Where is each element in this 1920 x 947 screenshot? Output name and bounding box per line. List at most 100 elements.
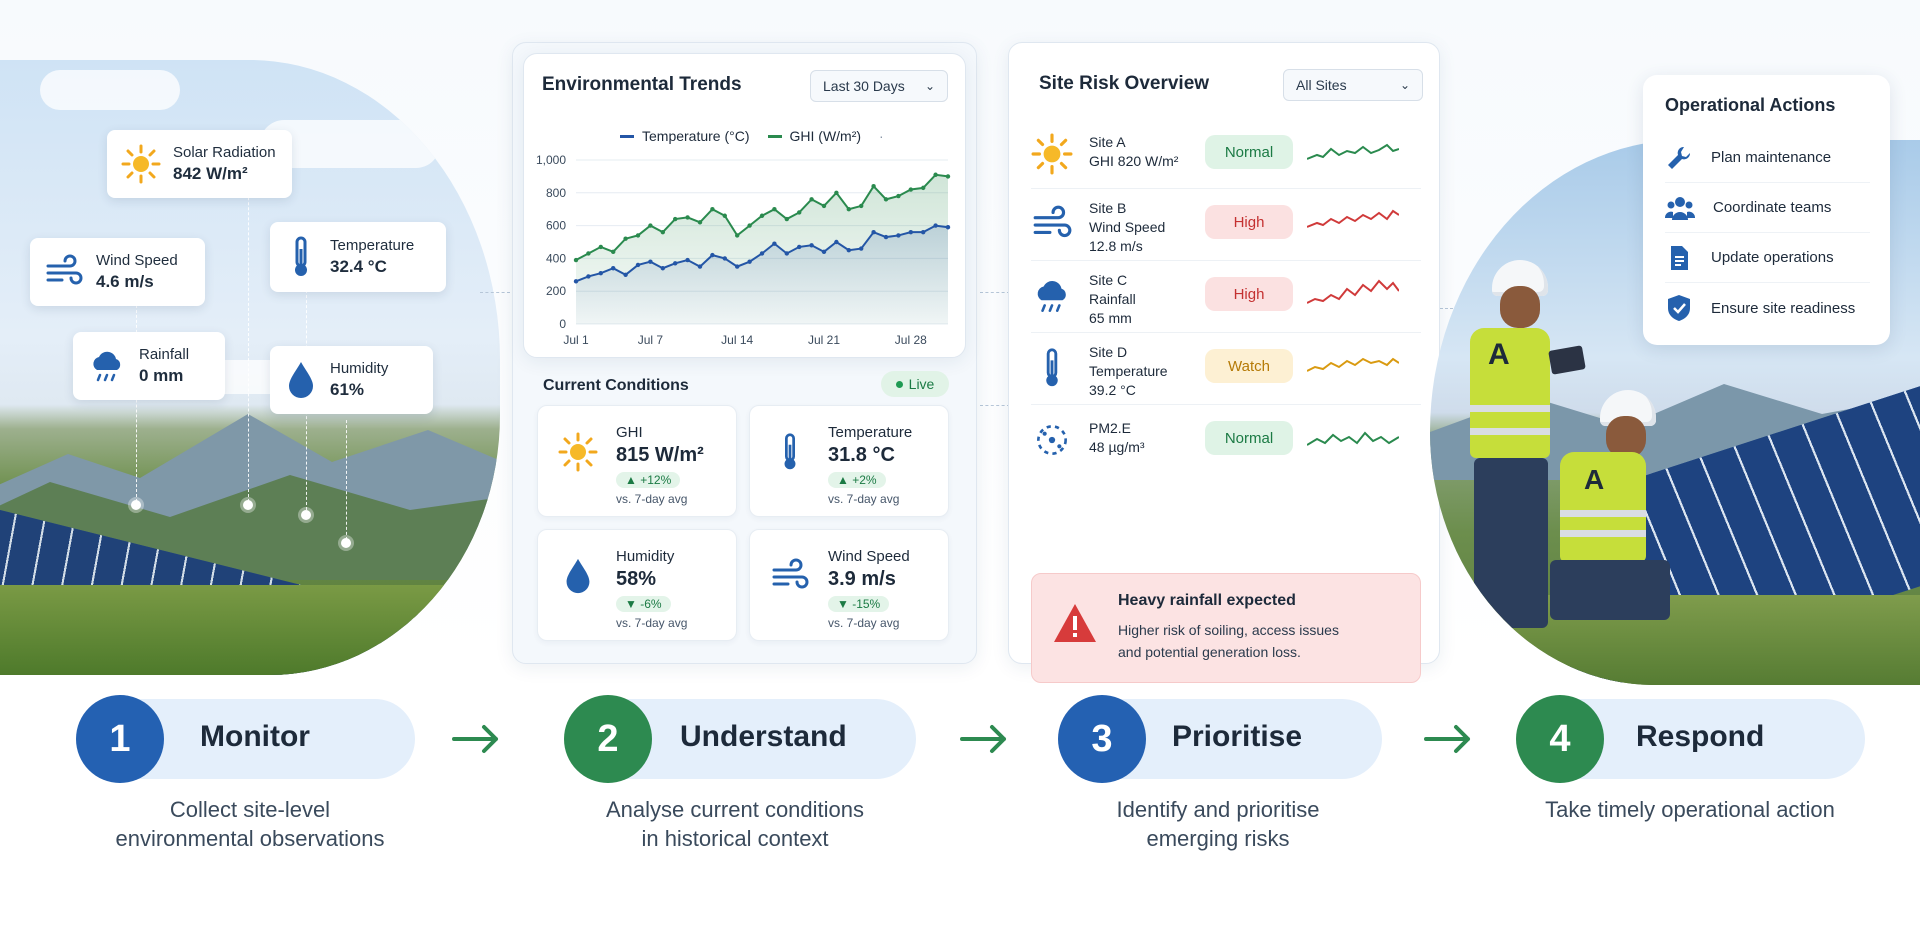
tag-solar-radiation: Solar Radiation 842 W/m² <box>107 130 292 198</box>
legend-more: · <box>879 128 884 144</box>
step-1-desc-line-2: environmental observations <box>115 826 385 851</box>
site-filter-select[interactable]: All Sites ⌄ <box>1283 69 1423 101</box>
date-range-select[interactable]: Last 30 Days ⌄ <box>810 70 948 102</box>
ops-title: Operational Actions <box>1665 95 1836 115</box>
current-conditions-title: Current Conditions <box>543 377 689 394</box>
risk-row-text: Site D Temperature 39.2 °C <box>1089 343 1168 400</box>
risk-value: 12.8 m/s <box>1089 238 1143 254</box>
chart-legend: Temperature (°C) GHI (W/m²) · <box>620 128 884 144</box>
step-2-description: Analyse current conditions in historical … <box>545 795 925 853</box>
thermometer-icon <box>295 236 307 276</box>
data-point <box>784 216 789 222</box>
condition-subtext: vs. 7-day avg <box>828 492 900 506</box>
data-point <box>586 274 591 279</box>
thermometer-icon <box>1046 348 1058 387</box>
condition-label: Humidity <box>616 548 675 565</box>
data-point <box>735 233 740 238</box>
condition-card-ghi: GHI 815 W/m² ▲ +12% vs. 7-day avg <box>537 405 737 517</box>
data-point <box>834 239 839 245</box>
y-tick-label: 200 <box>546 284 566 298</box>
legend-label: Temperature (°C) <box>642 128 750 144</box>
sun-icon <box>121 144 161 184</box>
condition-card-humidity: Humidity 58% ▼ -6% vs. 7-day avg <box>537 529 737 641</box>
data-point <box>908 229 913 235</box>
condition-label: Temperature <box>828 424 913 441</box>
warning-icon <box>1054 604 1096 642</box>
action-coordinate-teams[interactable]: Coordinate teams <box>1665 183 1870 233</box>
data-point <box>908 187 913 192</box>
data-point <box>710 207 715 212</box>
x-tick-label: Jul 7 <box>638 333 664 347</box>
step-4-description: Take timely operational action <box>1495 795 1885 824</box>
sensor-dot <box>243 500 253 510</box>
wind-icon <box>46 254 83 285</box>
risk-metric: 48 µg/m³ <box>1089 439 1145 455</box>
risk-row-pm25[interactable]: PM2.E 48 µg/m³ Normal <box>1031 405 1421 475</box>
y-tick-label: 800 <box>546 186 566 200</box>
data-point <box>586 251 591 256</box>
step-3-title: Prioritise <box>1172 720 1303 753</box>
data-point <box>871 229 876 235</box>
data-point <box>809 197 814 202</box>
shield-check-icon <box>1668 295 1690 321</box>
condition-card-temperature: Temperature 31.8 °C ▲ +2% vs. 7-day avg <box>749 405 949 517</box>
sensor-dot <box>131 500 141 510</box>
condition-delta: ▼ -6% <box>616 596 671 612</box>
data-point <box>697 264 703 269</box>
risk-site: Site A <box>1089 134 1126 150</box>
condition-delta: ▲ +12% <box>616 472 681 488</box>
risk-row-site-a[interactable]: Site A GHI 820 W/m² Normal <box>1031 119 1421 189</box>
data-point <box>598 270 603 276</box>
step-1-title: Monitor <box>200 720 310 753</box>
data-point <box>945 225 951 230</box>
data-point <box>871 184 876 189</box>
step-2-title: Understand <box>680 720 847 753</box>
risk-title: Site Risk Overview <box>1039 73 1210 94</box>
alert-title: Heavy rainfall expected <box>1118 592 1296 609</box>
data-point <box>685 215 690 220</box>
data-point <box>759 251 765 256</box>
condition-subtext: vs. 7-day avg <box>616 492 688 506</box>
risk-row-site-d[interactable]: Site D Temperature 39.2 °C Watch <box>1031 333 1421 405</box>
vest-letter: A <box>1584 464 1605 495</box>
data-point <box>660 229 665 235</box>
sparkline <box>1307 279 1399 304</box>
data-point <box>673 261 678 266</box>
y-tick-label: 400 <box>546 251 566 265</box>
data-point <box>797 244 802 250</box>
data-point <box>573 279 579 284</box>
tag-humidity: Humidity 61% <box>270 346 433 414</box>
status-badge: High <box>1205 205 1293 239</box>
step-1-number: 1 <box>76 695 164 783</box>
condition-subtext: vs. 7-day avg <box>616 616 688 630</box>
risk-row-site-c[interactable]: Site C Rainfall 65 mm High <box>1031 261 1421 333</box>
tag-label: Wind Speed <box>96 252 178 269</box>
action-ensure-site-readiness[interactable]: Ensure site readiness <box>1665 283 1870 333</box>
data-point <box>648 223 653 228</box>
action-plan-maintenance[interactable]: Plan maintenance <box>1665 133 1870 183</box>
data-point <box>598 244 603 250</box>
rain-cloud-icon <box>1037 281 1066 313</box>
action-update-operations[interactable]: Update operations <box>1665 233 1870 283</box>
risk-row-site-b[interactable]: Site B Wind Speed 12.8 m/s High <box>1031 189 1421 261</box>
droplet-icon <box>566 558 590 594</box>
condition-value: 3.9 m/s <box>828 568 896 590</box>
data-point <box>673 216 678 222</box>
rainfall-alert[interactable]: Heavy rainfall expected Higher risk of s… <box>1031 573 1421 683</box>
tag-rainfall: Rainfall 0 mm <box>73 332 225 400</box>
sparkline <box>1307 357 1399 372</box>
y-tick-label: 1,000 <box>536 153 566 167</box>
thermometer-icon <box>784 433 796 470</box>
tag-value: 4.6 m/s <box>96 272 154 291</box>
operational-actions-card: Operational Actions Plan maintenance Coo… <box>1643 75 1890 345</box>
data-point <box>846 207 851 212</box>
data-point <box>660 266 665 271</box>
data-point <box>685 257 690 263</box>
data-point <box>747 259 752 264</box>
data-point <box>883 197 889 202</box>
data-point <box>611 249 616 255</box>
risk-row-text: Site B Wind Speed 12.8 m/s <box>1089 199 1165 256</box>
live-badge: Live <box>881 371 949 397</box>
status-badge: Normal <box>1205 421 1293 455</box>
data-point <box>933 172 938 177</box>
